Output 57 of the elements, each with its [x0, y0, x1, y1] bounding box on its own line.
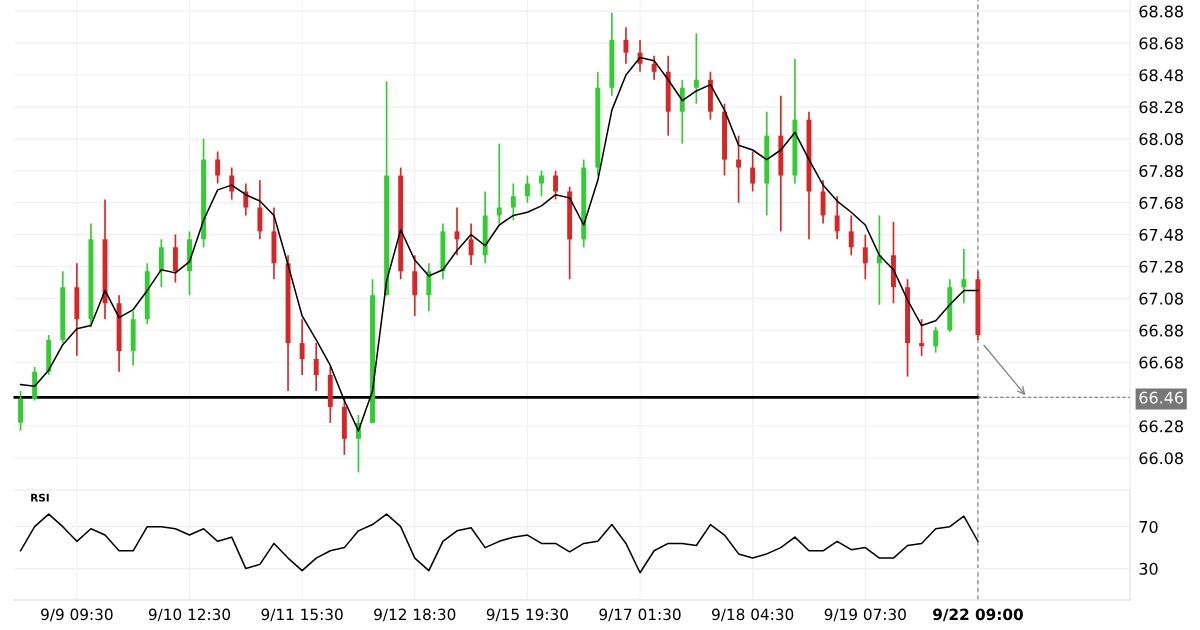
candlestick: [961, 248, 967, 305]
y-tick-label: 70: [1139, 520, 1158, 533]
y-tick-label: 67.68: [1139, 196, 1183, 209]
candlestick: [172, 233, 178, 284]
y-tick-label: 68.48: [1139, 69, 1183, 82]
candlestick: [510, 182, 516, 222]
candlestick: [539, 169, 544, 198]
candlestick: [623, 26, 629, 65]
y-tick-label: 68.88: [1139, 5, 1183, 18]
candlestick: [299, 318, 305, 376]
x-tick-label: 9/15 19:30: [486, 608, 568, 622]
x-tick-label: 9/12 18:30: [374, 608, 456, 622]
x-tick-label: 9/11 15:30: [261, 608, 343, 622]
y-tick-label: 66.68: [1139, 356, 1183, 369]
candlestick: [426, 262, 432, 313]
x-tick-label: 9/10 12:30: [148, 608, 231, 622]
chart-title: RSI: [31, 493, 49, 502]
y-tick-label: 68.08: [1139, 133, 1183, 146]
candlestick: [750, 150, 756, 193]
candlestick: [736, 134, 742, 204]
x-tick-label: 9/19 07:30: [824, 608, 906, 622]
y-tick-label: 30: [1139, 562, 1158, 575]
x-tick-label: 9/9 09:30: [41, 608, 113, 622]
candlestick: [862, 233, 868, 281]
candlestick: [651, 55, 657, 81]
y-tick-label: 68.68: [1139, 37, 1183, 50]
candlestick: [693, 32, 699, 105]
y-tick-label: 66.28: [1139, 420, 1183, 433]
candlestick: [679, 78, 685, 145]
candlestick: [412, 254, 418, 317]
line-series: [19, 513, 979, 574]
candlestick: [243, 182, 249, 217]
candlestick: [468, 222, 474, 266]
x-tick-label: 9/17 01:30: [599, 608, 681, 622]
y-tick-label: 67.08: [1139, 292, 1183, 305]
candlestick: [496, 142, 502, 225]
y-tick-label: 67.88: [1139, 164, 1183, 178]
x-tick-label: 9/22 09:00: [933, 608, 1023, 622]
candlestick: [848, 214, 854, 257]
candlestick: [158, 238, 164, 289]
candlestick: [215, 150, 221, 185]
y-tick-label: 66.08: [1139, 452, 1183, 465]
y-tick-label: 67.48: [1139, 228, 1183, 241]
x-tick-label: 9/18 04:30: [712, 608, 794, 622]
candlestick: [919, 318, 925, 357]
y-tick-label: 67.28: [1139, 260, 1183, 273]
y-tick-label: 66.88: [1139, 324, 1183, 337]
candlestick: [257, 179, 263, 241]
candlestick: [820, 179, 826, 225]
candlestick: [524, 174, 530, 204]
candlestick: [313, 342, 319, 392]
candlestick: [933, 326, 939, 354]
candlestick: [18, 390, 23, 432]
y-tick-label: 68.28: [1139, 101, 1183, 114]
y-tick-label: 66.46: [1139, 391, 1184, 404]
candlestick: [834, 195, 840, 241]
candlestick: [553, 169, 559, 201]
